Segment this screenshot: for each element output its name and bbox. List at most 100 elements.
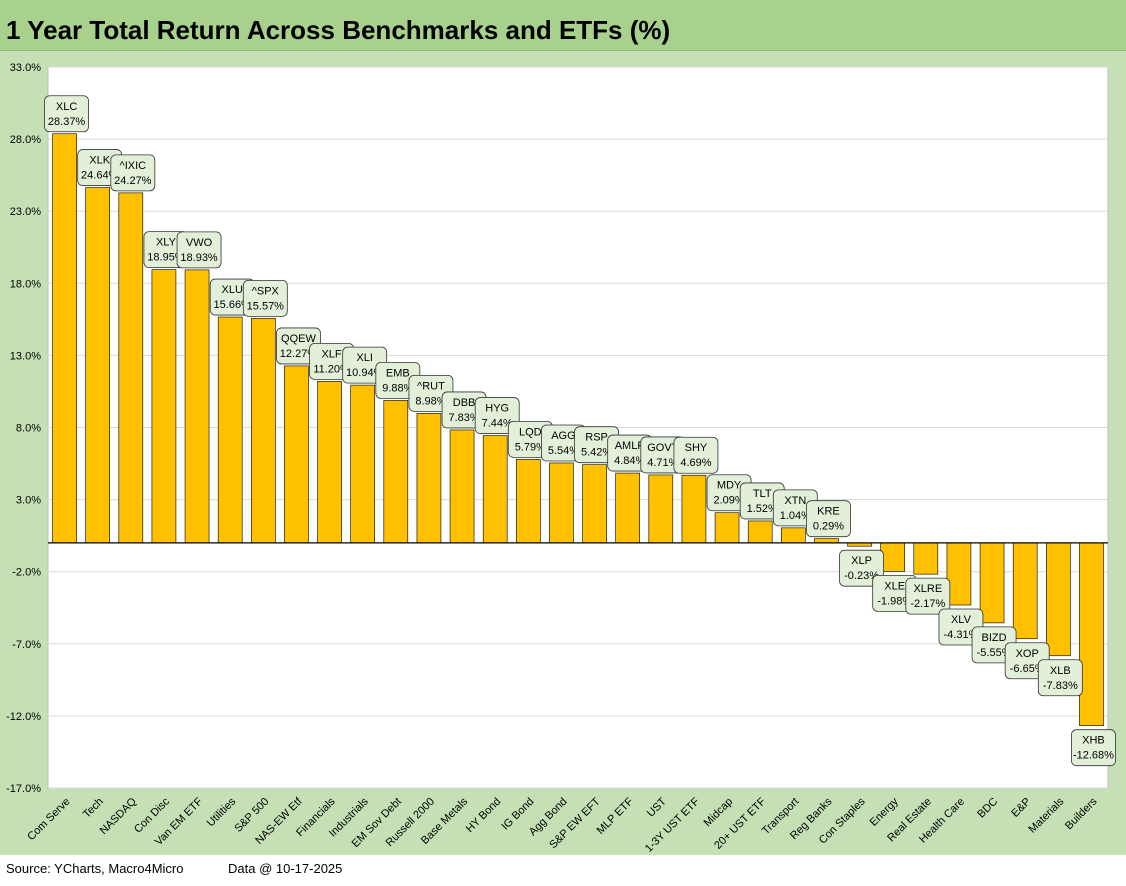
bars	[48, 133, 1108, 727]
x-tick-label: BDC	[975, 796, 1000, 821]
data-label-ticker: KRE	[817, 506, 840, 518]
data-label-box	[110, 154, 156, 192]
data-label: XLC 28.37%	[44, 95, 89, 133]
bar	[416, 413, 442, 544]
data-label-value: 8.98%	[415, 395, 446, 407]
data-label-value: 0.29%	[813, 521, 844, 533]
data-label-ticker: BIZD	[982, 632, 1007, 644]
data-label-ticker: ^RUT	[417, 380, 445, 392]
data-label-ticker: TLT	[753, 488, 772, 500]
data-label-ticker: XLE	[884, 580, 905, 592]
y-tick-label: -2.0%	[12, 567, 41, 579]
data-label-ticker: VWO	[186, 237, 213, 249]
bar	[184, 269, 210, 544]
bar	[747, 520, 773, 544]
bar	[1079, 542, 1104, 727]
bar	[1012, 542, 1038, 640]
y-tick-label: -12.0%	[6, 711, 41, 723]
data-label-box	[673, 436, 719, 474]
x-tick-label: NASDAQ	[98, 795, 140, 837]
data-label-value: -2.17%	[910, 598, 945, 610]
data-label-value: 24.64%	[81, 170, 119, 182]
data-label-value: 15.57%	[247, 300, 285, 312]
data-label: ^IXIC 24.27%	[110, 154, 156, 192]
data-date-note: Data @ 10-17-2025	[228, 861, 343, 876]
data-label-value: 4.84%	[614, 455, 645, 467]
data-label-value: 24.27%	[114, 175, 152, 187]
data-label: SHY 4.69%	[673, 436, 719, 474]
data-label-value: -1.98%	[877, 595, 912, 607]
bar	[350, 384, 375, 544]
data-label-ticker: DBB	[453, 397, 476, 409]
data-label-value: 2.09%	[713, 495, 744, 507]
data-label: HYG 7.44%	[474, 397, 520, 434]
data-label: XHB -12.68%	[1071, 729, 1116, 767]
data-label-ticker: XLP	[851, 555, 872, 567]
data-label-value: 4.71%	[647, 457, 678, 469]
data-label-value: 7.44%	[482, 418, 513, 430]
bar	[52, 133, 77, 544]
bar	[449, 429, 475, 544]
data-label-value: -6.65%	[1010, 663, 1045, 675]
data-label-value: 1.04%	[780, 510, 811, 522]
x-tick-label: HY Bond	[464, 796, 503, 835]
data-label-value: -5.55%	[977, 647, 1012, 659]
data-label-ticker: XLV	[951, 614, 972, 626]
y-axis-tick-labels: 33.0% 28.0% 23.0% 18.0% 13.0% 8.0% 3.0% -2.0% -7…	[6, 62, 41, 795]
data-label-ticker: GOVT	[647, 442, 678, 454]
x-tick-label: Materials	[1026, 795, 1066, 835]
data-label-ticker: HYG	[485, 403, 509, 415]
bar	[615, 472, 640, 544]
data-label-ticker: QQEW	[281, 333, 316, 345]
bar	[383, 400, 409, 544]
bar	[482, 435, 508, 544]
y-tick-label: -7.0%	[12, 639, 41, 651]
data-label-value: 5.54%	[548, 445, 579, 457]
data-label: KRE 0.29%	[806, 500, 851, 538]
data-label-value: 18.95%	[147, 252, 185, 264]
data-label-ticker: EMB	[386, 367, 410, 379]
data-label-ticker: XLF	[321, 348, 341, 360]
bar	[1046, 542, 1071, 657]
bar	[880, 542, 905, 572]
y-tick-label: 3.0%	[16, 495, 41, 507]
x-tick-label: Builders	[1063, 795, 1100, 832]
data-label-value: -7.83%	[1043, 680, 1078, 692]
data-label-box	[176, 231, 222, 269]
bar	[516, 459, 541, 544]
data-label-ticker: LQD	[519, 426, 542, 438]
data-label-value: 11.20%	[313, 363, 350, 375]
data-label: XLP -0.23%	[839, 549, 884, 587]
data-label-box	[905, 577, 951, 615]
data-label: VWO 18.93%	[176, 231, 222, 269]
data-label-ticker: XHB	[1082, 735, 1105, 747]
data-label-ticker: XTN	[784, 495, 806, 507]
data-label-box	[474, 397, 520, 434]
bar	[648, 474, 674, 544]
bar	[151, 269, 177, 544]
data-label-value: 28.37%	[48, 116, 86, 128]
data-label-value: 18.93%	[180, 252, 218, 264]
data-label-value: 5.42%	[581, 447, 612, 459]
data-label-ticker: XLU	[221, 284, 242, 296]
data-label-value: 10.94%	[346, 367, 384, 379]
data-label-ticker: ^IXIC	[120, 160, 147, 172]
data-label-box	[806, 500, 851, 538]
bar	[284, 365, 309, 544]
bar	[317, 381, 342, 544]
data-label-ticker: AGG	[551, 430, 575, 442]
y-tick-label: -17.0%	[6, 783, 41, 795]
x-tick-label: Com Serve	[25, 796, 72, 843]
bar	[582, 464, 607, 544]
data-label: XLRE -2.17%	[905, 577, 951, 615]
x-tick-label: Tech	[81, 796, 106, 821]
data-label: ^SPX 15.57%	[242, 279, 288, 317]
x-tick-label: MLP ETF	[595, 795, 636, 836]
bar	[217, 316, 243, 544]
data-label-box	[44, 95, 89, 133]
data-label-value: 4.69%	[680, 457, 711, 469]
y-tick-label: 8.0%	[16, 423, 41, 435]
bar	[979, 542, 1005, 624]
